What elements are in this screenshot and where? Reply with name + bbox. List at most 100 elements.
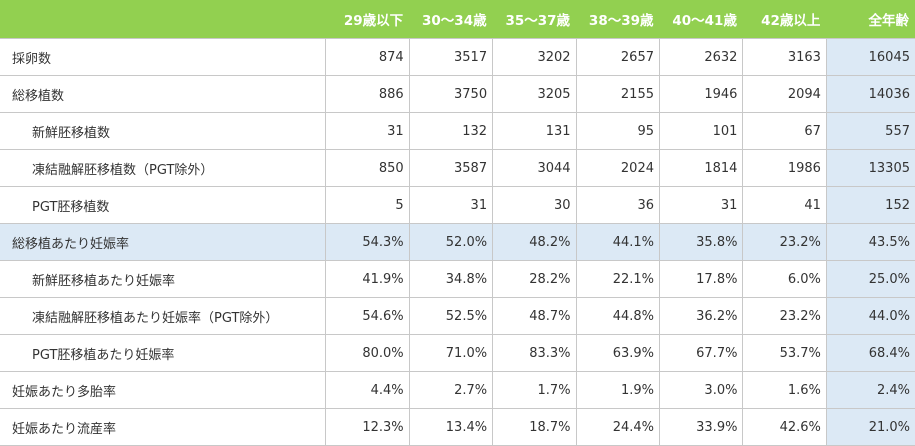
value-cell: 31 xyxy=(658,186,743,224)
table-row: 新鮮胚移植数 31 132 131 95 101 67 557 xyxy=(0,112,915,150)
total-cell: 25.0% xyxy=(825,260,915,298)
table-row: 総移植あたり妊娠率 54.3% 52.0% 48.2% 44.1% 35.8% 23.2% 4… xyxy=(0,223,915,261)
row-label: 妊娠あたり多胎率 xyxy=(0,371,326,409)
row-label: 総移植数 xyxy=(0,75,326,113)
value-cell: 132 xyxy=(408,112,493,150)
value-cell: 54.6% xyxy=(325,297,410,335)
value-cell: 22.1% xyxy=(575,260,660,298)
value-cell: 4.4% xyxy=(325,371,410,409)
value-cell: 53.7% xyxy=(742,334,827,372)
value-cell: 41 xyxy=(742,186,827,224)
value-cell: 3.0% xyxy=(658,371,743,409)
value-cell: 3517 xyxy=(408,38,493,76)
table-row: 妊娠あたり多胎率 4.4% 2.7% 1.7% 1.9% 3.0% 1.6% 2.4% xyxy=(0,371,915,409)
value-cell: 3587 xyxy=(408,149,493,187)
header-all-ages: 全年齢 xyxy=(826,0,915,39)
value-cell: 3044 xyxy=(492,149,577,187)
row-label: 総移植あたり妊娠率 xyxy=(0,223,326,261)
total-cell: 44.0% xyxy=(825,297,915,335)
row-label: 妊娠あたり流産率 xyxy=(0,408,326,446)
table-row: 採卵数 874 3517 3202 2657 2632 3163 16045 xyxy=(0,38,915,76)
total-cell: 13305 xyxy=(825,149,915,187)
total-cell: 152 xyxy=(825,186,915,224)
header-age-38-39: 38～39歳 xyxy=(576,0,660,39)
value-cell: 886 xyxy=(325,75,410,113)
value-cell: 36.2% xyxy=(658,297,743,335)
value-cell: 1946 xyxy=(658,75,743,113)
table-body: 採卵数 874 3517 3202 2657 2632 3163 16045 総移植数 886 37… xyxy=(0,38,915,446)
header-corner xyxy=(0,0,326,39)
value-cell: 1814 xyxy=(658,149,743,187)
total-cell: 557 xyxy=(825,112,915,150)
value-cell: 67.7% xyxy=(658,334,743,372)
value-cell: 42.6% xyxy=(742,408,827,446)
row-label: PGT胚移植数 xyxy=(0,186,326,224)
total-cell: 43.5% xyxy=(825,223,915,261)
table-row: 凍結融解胚移植あたり妊娠率（PGT除外） 54.6% 52.5% 48.7% 44.8%… xyxy=(0,297,915,335)
value-cell: 52.5% xyxy=(408,297,493,335)
value-cell: 850 xyxy=(325,149,410,187)
value-cell: 2.7% xyxy=(408,371,493,409)
table-row: 新鮮胚移植あたり妊娠率 41.9% 34.8% 28.2% 22.1% 17.8% 6.0%… xyxy=(0,260,915,298)
value-cell: 2024 xyxy=(575,149,660,187)
value-cell: 36 xyxy=(575,186,660,224)
value-cell: 24.4% xyxy=(575,408,660,446)
value-cell: 18.7% xyxy=(492,408,577,446)
value-cell: 44.1% xyxy=(575,223,660,261)
value-cell: 3205 xyxy=(492,75,577,113)
table-row: 総移植数 886 3750 3205 2155 1946 2094 14036 xyxy=(0,75,915,113)
value-cell: 3202 xyxy=(492,38,577,76)
table-row: 凍結融解胚移植数（PGT除外） 850 3587 3044 2024 1814 1986 13… xyxy=(0,149,915,187)
value-cell: 67 xyxy=(742,112,827,150)
value-cell: 2632 xyxy=(658,38,743,76)
value-cell: 48.2% xyxy=(492,223,577,261)
row-label: PGT胚移植あたり妊娠率 xyxy=(0,334,326,372)
value-cell: 1.6% xyxy=(742,371,827,409)
value-cell: 2155 xyxy=(575,75,660,113)
value-cell: 54.3% xyxy=(325,223,410,261)
value-cell: 23.2% xyxy=(742,297,827,335)
value-cell: 2094 xyxy=(742,75,827,113)
row-label: 凍結融解胚移植数（PGT除外） xyxy=(0,149,326,187)
total-cell: 2.4% xyxy=(825,371,915,409)
header-age-29-under: 29歳以下 xyxy=(325,0,410,39)
value-cell: 101 xyxy=(658,112,743,150)
value-cell: 6.0% xyxy=(742,260,827,298)
value-cell: 83.3% xyxy=(492,334,577,372)
header-age-40-41: 40～41歳 xyxy=(659,0,743,39)
value-cell: 3163 xyxy=(742,38,827,76)
total-cell: 68.4% xyxy=(825,334,915,372)
value-cell: 31 xyxy=(325,112,410,150)
value-cell: 3750 xyxy=(408,75,493,113)
total-cell: 14036 xyxy=(825,75,915,113)
row-label: 採卵数 xyxy=(0,38,326,76)
value-cell: 33.9% xyxy=(658,408,743,446)
value-cell: 52.0% xyxy=(408,223,493,261)
total-cell: 16045 xyxy=(825,38,915,76)
table-row: PGT胚移植あたり妊娠率 80.0% 71.0% 83.3% 63.9% 67.7% 53.… xyxy=(0,334,915,372)
value-cell: 63.9% xyxy=(575,334,660,372)
value-cell: 23.2% xyxy=(742,223,827,261)
header-age-30-34: 30～34歳 xyxy=(409,0,493,39)
table-row: PGT胚移植数 5 31 30 36 31 41 152 xyxy=(0,186,915,224)
value-cell: 44.8% xyxy=(575,297,660,335)
value-cell: 28.2% xyxy=(492,260,577,298)
value-cell: 48.7% xyxy=(492,297,577,335)
value-cell: 5 xyxy=(325,186,410,224)
value-cell: 35.8% xyxy=(658,223,743,261)
value-cell: 1.7% xyxy=(492,371,577,409)
total-cell: 21.0% xyxy=(825,408,915,446)
row-label: 新鮮胚移植数 xyxy=(0,112,326,150)
value-cell: 41.9% xyxy=(325,260,410,298)
value-cell: 71.0% xyxy=(408,334,493,372)
value-cell: 17.8% xyxy=(658,260,743,298)
header-row: 29歳以下 30～34歳 35～37歳 38～39歳 40～41歳 42歳以上 … xyxy=(0,0,915,39)
row-label: 新鮮胚移植あたり妊娠率 xyxy=(0,260,326,298)
value-cell: 30 xyxy=(492,186,577,224)
value-cell: 1986 xyxy=(742,149,827,187)
value-cell: 95 xyxy=(575,112,660,150)
value-cell: 874 xyxy=(325,38,410,76)
value-cell: 12.3% xyxy=(325,408,410,446)
row-label: 凍結融解胚移植あたり妊娠率（PGT除外） xyxy=(0,297,326,335)
